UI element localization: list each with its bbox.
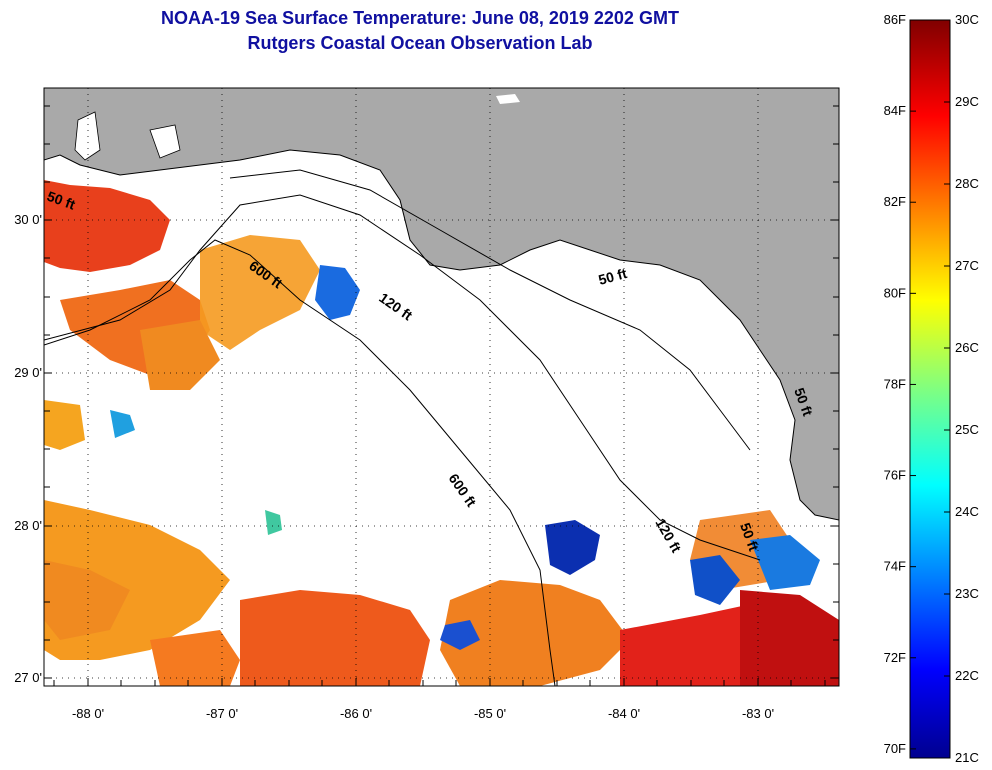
lake-icon — [496, 94, 520, 104]
contour-label-50ft: 50 ft — [597, 265, 629, 288]
lon-tick-label: -84 0' — [608, 706, 640, 721]
lon-tick-label: -83 0' — [742, 706, 774, 721]
map-title: NOAA-19 Sea Surface Temperature: June 08… — [161, 8, 679, 28]
lon-tick-label: -87 0' — [206, 706, 238, 721]
bathymetry-contours — [44, 169, 761, 686]
lon-tick-label: -85 0' — [474, 706, 506, 721]
lat-tick-label: 30 0' — [14, 212, 42, 227]
graticule — [44, 88, 839, 686]
lat-tick-label: 29 0' — [14, 365, 42, 380]
map-frame — [43, 87, 840, 687]
bay-inlet — [149, 124, 181, 159]
lon-tick-label: -86 0' — [340, 706, 372, 721]
bay-inlet — [74, 111, 101, 161]
land-mass — [44, 88, 839, 521]
latitude-labels: 30 0' 29 0' 28 0' 27 0' — [14, 212, 42, 685]
lat-tick-label: 27 0' — [14, 670, 42, 685]
sst-cool-patches — [110, 265, 820, 650]
lon-tick-label: -88 0' — [72, 706, 104, 721]
sst-warm-patches — [44, 128, 839, 686]
axis-ticks — [44, 105, 839, 686]
lat-tick-label: 28 0' — [14, 518, 42, 533]
map-subtitle: Rutgers Coastal Ocean Observation Lab — [247, 33, 593, 53]
longitude-labels: -88 0' -87 0' -86 0' -85 0' -84 0' -83 0… — [72, 706, 774, 721]
